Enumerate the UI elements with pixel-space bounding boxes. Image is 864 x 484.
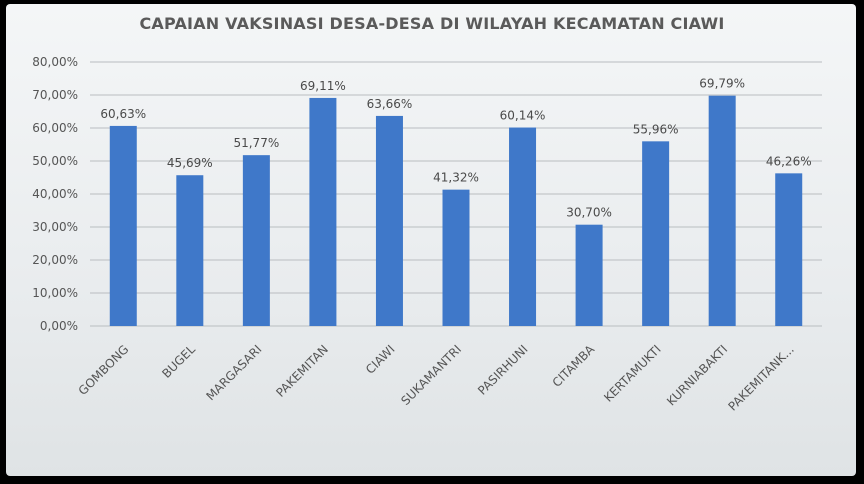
bar [509, 127, 537, 327]
bar [242, 155, 270, 326]
y-tick-label: 60,00% [32, 121, 78, 135]
data-label: 60,63% [100, 107, 146, 121]
bar [109, 125, 137, 327]
bars [109, 95, 803, 327]
bar [309, 97, 337, 326]
bar [442, 189, 470, 326]
data-label: 51,77% [233, 136, 279, 150]
bar [775, 173, 803, 326]
category-label: KERTAMUKTI [601, 342, 664, 405]
y-axis-ticks: 0,00% 10,00% 20,00% 30,00% 40,00% 50,00% 60,00… [32, 55, 78, 333]
y-tick-label: 10,00% [32, 286, 78, 300]
category-label: GOMBONG [76, 342, 132, 398]
category-label: MARGASARI [203, 342, 264, 403]
bar [575, 224, 603, 326]
data-labels: 60,63% 45,69% 51,77% 69,11% 63,66% 41,32% 60,1… [100, 77, 811, 220]
category-label: PASIRHUNI [475, 342, 531, 398]
bar [375, 115, 403, 326]
data-label: 55,96% [633, 122, 679, 136]
category-label: PAKEMITAN [273, 342, 331, 400]
data-label: 69,79% [699, 77, 745, 91]
y-tick-label: 80,00% [32, 55, 78, 69]
category-label: CIAWI [363, 342, 398, 377]
data-label: 46,26% [766, 154, 812, 168]
data-label: 30,70% [566, 206, 612, 220]
y-tick-label: 20,00% [32, 253, 78, 267]
category-label: KURNIABAKTI [664, 342, 730, 408]
data-label: 45,69% [167, 156, 213, 170]
y-tick-label: 70,00% [32, 88, 78, 102]
y-tick-label: 30,00% [32, 220, 78, 234]
bar [176, 175, 204, 326]
category-label: BUGEL [159, 342, 198, 381]
y-tick-label: 40,00% [32, 187, 78, 201]
chart-title: CAPAIAN VAKSINASI DESA-DESA DI WILAYAH K… [139, 14, 725, 33]
category-labels: GOMBONG BUGEL MARGASARI PAKEMITAN CIAWI SUKAM… [76, 342, 797, 414]
category-label: CITAMBA [550, 342, 598, 390]
category-label: PAKEMITANK... [725, 342, 796, 413]
data-label: 63,66% [367, 97, 413, 111]
data-label: 69,11% [300, 79, 346, 93]
y-tick-label: 0,00% [40, 319, 78, 333]
data-label: 60,14% [500, 109, 546, 123]
y-tick-label: 50,00% [32, 154, 78, 168]
data-label: 41,32% [433, 171, 479, 185]
category-label: SUKAMANTRI [398, 342, 464, 408]
bar [642, 141, 670, 326]
bar [708, 95, 736, 327]
